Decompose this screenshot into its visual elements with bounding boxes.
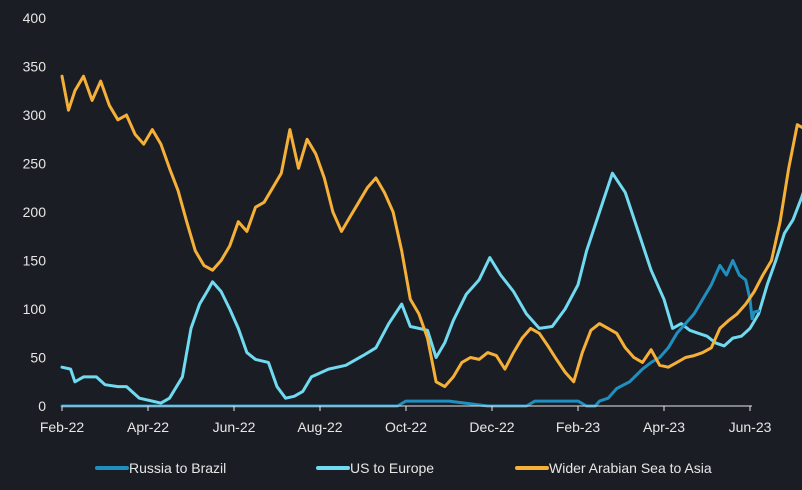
legend: Russia to Brazil US to Europe Wider Arabia… <box>95 460 712 476</box>
x-axis: Feb-22 Apr-22 Jun-22 Aug-22 Oct-22 Dec-22 Feb-… <box>40 406 772 435</box>
y-tick-label: 350 <box>23 59 47 75</box>
y-tick-label: 200 <box>23 204 47 220</box>
series-lines <box>60 74 802 408</box>
x-tick-label: Jun-22 <box>213 419 256 435</box>
y-tick-label: 400 <box>23 10 47 26</box>
x-tick-label: Aug-22 <box>297 419 342 435</box>
legend-label: Wider Arabian Sea to Asia <box>549 460 712 476</box>
legend-label: US to Europe <box>350 460 434 476</box>
series-line-wider-arabian-sea-to-asia <box>60 74 802 389</box>
x-tick-label: Apr-23 <box>643 419 685 435</box>
x-tick-label: Feb-23 <box>556 419 601 435</box>
x-tick-label: Feb-22 <box>40 419 85 435</box>
x-tick-label: Oct-22 <box>385 419 427 435</box>
y-tick-label: 250 <box>23 156 47 172</box>
y-axis: 0 50 100 150 200 250 300 350 400 <box>23 10 47 414</box>
y-tick-label: 0 <box>38 398 46 414</box>
y-tick-label: 100 <box>23 301 47 317</box>
series-line-us-to-europe <box>60 171 802 405</box>
x-tick-label: Jun-23 <box>729 419 772 435</box>
y-tick-label: 150 <box>23 253 47 269</box>
x-tick-label: Apr-22 <box>127 419 169 435</box>
series-line-russia-to-brazil <box>60 259 761 408</box>
x-tick-label: Dec-22 <box>469 419 514 435</box>
y-tick-label: 50 <box>30 350 46 366</box>
legend-label: Russia to Brazil <box>129 460 226 476</box>
y-tick-label: 300 <box>23 107 47 123</box>
